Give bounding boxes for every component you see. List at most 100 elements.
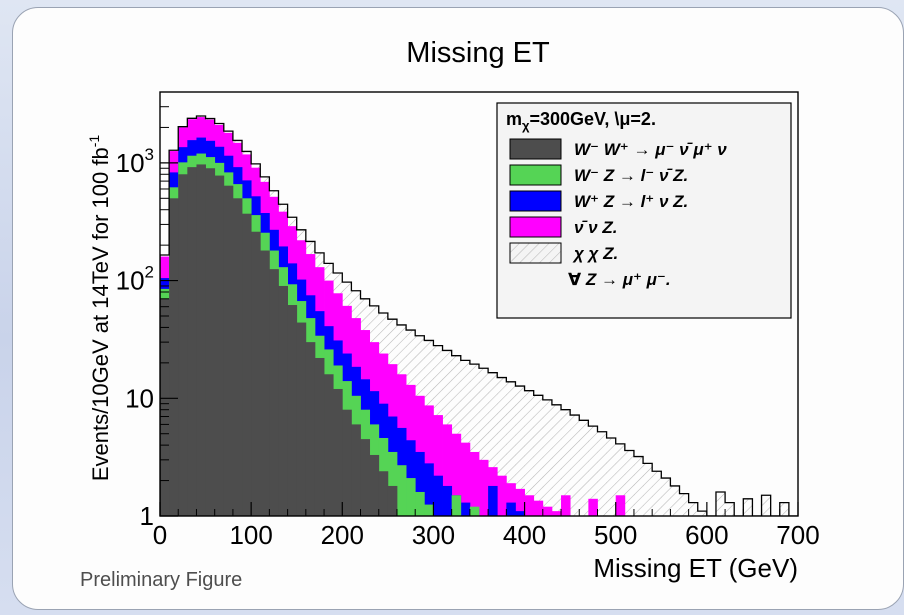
signal-bar: [551, 404, 562, 516]
signal-bar: [488, 372, 498, 516]
ww-bar: [278, 285, 288, 516]
nnz-bar: [451, 433, 462, 516]
ww-bar: [378, 471, 389, 516]
y-tick-label: 103: [116, 145, 154, 178]
legend: mχ=300GeV, \μ=2. W⁻ W⁺ → μ⁻ ν̄ μ⁺ ν W⁻ Z …: [496, 102, 792, 319]
signal-bar: [643, 463, 653, 516]
nnz-bar: [542, 506, 553, 516]
nnz-bar: [442, 424, 453, 516]
signal-bar: [715, 491, 726, 516]
ww-bar: [178, 174, 188, 516]
ww-bar: [214, 175, 225, 516]
signal-bar: [460, 360, 471, 516]
x-tick-label: 400: [503, 520, 546, 550]
x-tick-label: 700: [776, 520, 819, 550]
wpz-bar: [424, 463, 434, 516]
ww-bar: [187, 167, 197, 516]
signal-bar: [597, 431, 607, 516]
chart-title: Missing ET: [406, 37, 550, 69]
x-axis: 0 100 200 300 400 500 600 700: [153, 502, 820, 550]
x-tick-label: 600: [685, 520, 728, 550]
signal-bar: [652, 471, 662, 516]
ww-bar: [287, 305, 298, 516]
wmz-bar: [387, 451, 398, 516]
nnz-bar: [460, 442, 471, 516]
ww-bar: [360, 439, 371, 516]
ww-bar: [160, 298, 170, 516]
signal-bar: [479, 368, 489, 516]
signal-bar: [469, 364, 480, 516]
signal-bar: [497, 377, 507, 516]
signal-bar: [670, 485, 680, 516]
x-axis-label: Missing ET (GeV): [593, 553, 798, 583]
nnz-bar: [561, 495, 571, 516]
signal-bar: [779, 502, 790, 516]
wmz-bar: [415, 491, 425, 516]
y-tick-label: 1: [140, 501, 154, 531]
y-tick-label: 102: [116, 263, 154, 296]
ww-bar: [296, 322, 307, 516]
signal-bar: [624, 450, 635, 516]
y-axis-label: Events/10GeV at 14TeV for 100 fb-1: [86, 135, 113, 482]
nnz-bar: [433, 415, 443, 516]
nnz-bar: [588, 498, 598, 516]
wmz-bar: [424, 504, 434, 516]
plot-frame: [159, 91, 799, 517]
nnz-bar: [469, 451, 480, 516]
signal-bar: [761, 495, 772, 516]
legend-label: ∀ Z → μ⁺ μ⁻.: [568, 270, 671, 289]
signal-bar: [615, 443, 626, 516]
wpz-bar: [415, 451, 425, 516]
signal-bar: [542, 399, 553, 516]
signal-bar: [588, 426, 598, 516]
x-tick-label: 300: [412, 520, 455, 550]
nnz-legend-swatch: [509, 216, 562, 238]
wmz-bar: [451, 495, 462, 516]
signal-bar: [679, 493, 690, 516]
signal-bar: [524, 390, 535, 516]
nnz-bar: [524, 495, 535, 516]
signal-bar: [515, 386, 525, 516]
ww-bar: [196, 164, 206, 516]
signal-bar: [561, 409, 571, 516]
nnz-bar: [479, 459, 489, 516]
wpz-legend-swatch: [509, 190, 562, 212]
ww-bar: [324, 374, 334, 516]
wpz-bar: [442, 485, 453, 516]
signal-bar: [688, 502, 699, 516]
nnz-bar: [424, 405, 434, 516]
signal-bar: [743, 498, 753, 516]
signal-bar: [697, 511, 708, 516]
wpz-bar: [433, 475, 443, 516]
ww-bar: [232, 198, 243, 516]
ww-bar: [269, 269, 279, 516]
preliminary-note: Preliminary Figure: [80, 569, 242, 591]
nnz-bar: [515, 488, 525, 516]
signal-bar: [570, 415, 580, 516]
wmz-bar: [469, 506, 480, 516]
signal-bar: [579, 420, 589, 516]
signal-bar: [633, 456, 644, 516]
ww-bar: [387, 485, 398, 516]
wpz-bar: [506, 502, 516, 516]
wpz-bar: [515, 511, 525, 516]
ww-bar: [251, 231, 261, 516]
ww-bar: [342, 409, 352, 516]
nnz-bar: [615, 495, 626, 516]
ww-bar: [305, 342, 316, 516]
ww-bar: [260, 250, 270, 516]
legend-header: mχ=300GeV, \μ=2.: [506, 109, 656, 133]
legend-label: W⁺ Z → l⁺ ν Z.: [574, 192, 688, 211]
wpz-bar: [460, 502, 471, 516]
signal-outline: [160, 115, 798, 516]
wmz-bar: [406, 478, 416, 516]
legend-label: ν̄ ν Z.: [574, 218, 617, 237]
signal-bar: [506, 381, 516, 516]
nnz-bar: [533, 500, 544, 516]
histogram-bars: [160, 116, 790, 516]
nnz-bar: [497, 475, 507, 516]
ww-bar: [169, 198, 179, 516]
wmz-bar: [396, 465, 407, 516]
signal-bar: [533, 395, 544, 516]
x-tick-label: 0: [153, 520, 167, 550]
